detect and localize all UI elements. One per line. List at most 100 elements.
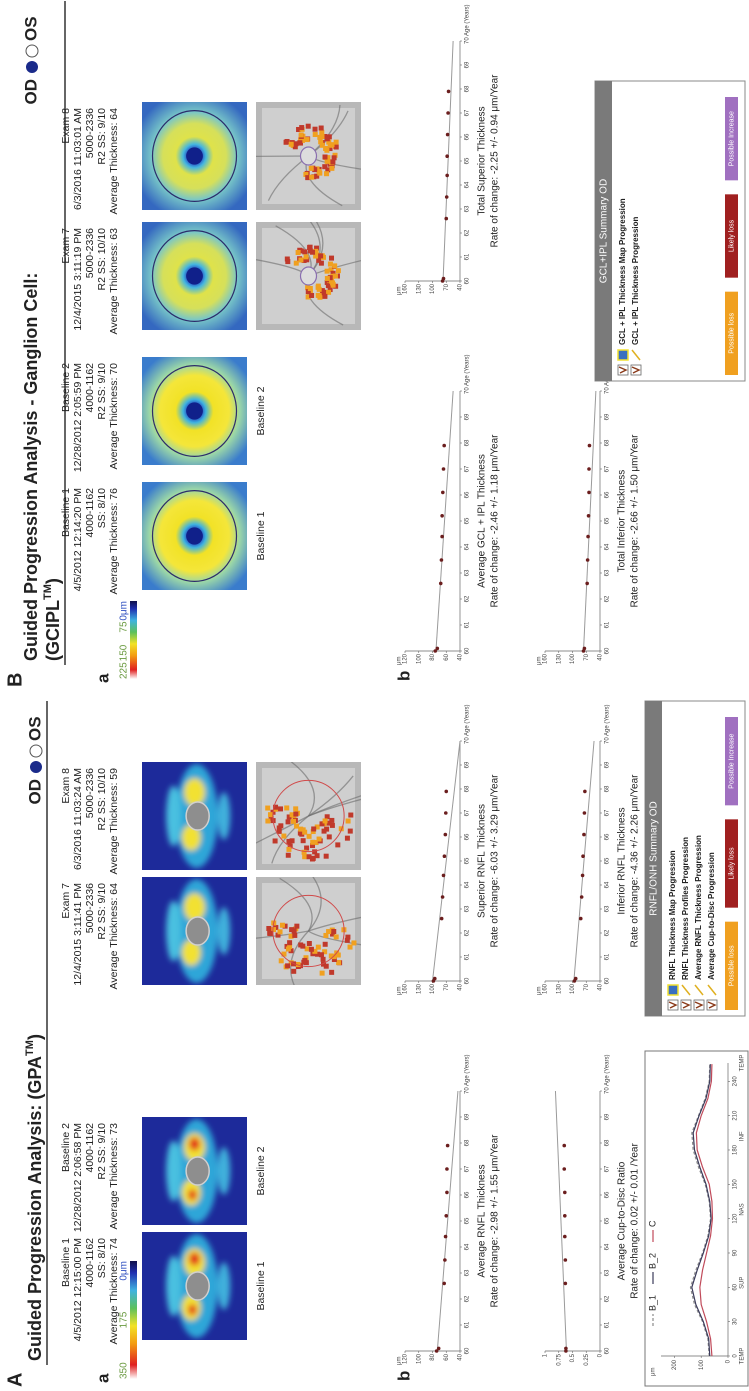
data-point xyxy=(440,514,444,518)
map-blob xyxy=(218,1147,231,1195)
summary-row: Average Cup-to-Disc Progression xyxy=(707,852,716,980)
x-tick-label: 66 xyxy=(465,133,471,140)
data-point xyxy=(443,1258,447,1262)
x-tick-label: 69 xyxy=(605,1113,611,1120)
image-caption: Baseline 2 xyxy=(255,386,267,435)
exam-info: SS: 8/10 xyxy=(96,488,108,528)
scale-label: 350 xyxy=(119,1362,130,1379)
plot-subtitle: Rate of change: -6.03 +/- 3.29 μm/Year xyxy=(490,774,501,948)
deviation-pixel xyxy=(310,840,315,845)
y-tick-label: 80 xyxy=(430,653,436,660)
y-tick-label: 40 xyxy=(598,983,604,990)
x-tick-label: 61 xyxy=(465,1321,471,1328)
x-tick-label: 70 Age (Years) xyxy=(605,1055,611,1094)
deviation-pixel xyxy=(348,945,353,950)
legend-label: Possible Increase xyxy=(728,111,735,166)
title-end: ) xyxy=(25,1034,45,1040)
y-tick-label: 40 xyxy=(598,653,604,660)
x-tick-label: 60 xyxy=(465,277,471,284)
x-tick-label: 70 Age (Years) xyxy=(465,1055,471,1094)
legend-label: Possible loss xyxy=(728,312,735,353)
y-tick-label: 130 xyxy=(416,283,422,294)
plot-subtitle: Rate of change: 0.02 +/- 0.01 /Year xyxy=(630,1143,641,1299)
data-point xyxy=(581,874,585,878)
title-text: Guided Progression Analysis: (GPA xyxy=(25,1056,45,1361)
exam-info: R2 SS: 9/10 xyxy=(96,883,108,940)
thickness-map xyxy=(142,1232,247,1340)
y-tick-label: 0.25 xyxy=(584,1353,590,1365)
deviation-pixel xyxy=(299,132,304,137)
x-tick-label: 64 xyxy=(605,543,611,550)
data-point xyxy=(445,154,449,158)
x-tick-label: 68 xyxy=(465,1139,471,1146)
exam-info: 4000-1162 xyxy=(84,488,96,538)
deviation-pixel xyxy=(320,971,325,976)
y-tick-label: 100 xyxy=(570,983,576,994)
x-tick-label: 67 xyxy=(605,1165,611,1172)
exam-info: 4000-1162 xyxy=(84,363,96,413)
y-tick-label: 130 xyxy=(416,983,422,994)
data-point xyxy=(587,514,591,518)
thickness-map xyxy=(142,482,247,590)
exam-info: 5000-2336 xyxy=(84,768,96,818)
deviation-pixel xyxy=(281,834,286,839)
deviation-pixel xyxy=(307,854,312,859)
deviation-pixel xyxy=(291,969,296,974)
thickness-map xyxy=(142,357,247,465)
deviation-pixel xyxy=(324,171,329,176)
y-tick-label: 160 xyxy=(403,983,409,994)
deviation-pixel xyxy=(313,127,318,132)
scale-label: 0μm xyxy=(119,601,130,621)
y-tick-label: 100 xyxy=(570,653,576,664)
data-point xyxy=(445,195,449,199)
x-tick-label: 60 xyxy=(465,977,471,984)
deviation-pixel xyxy=(279,958,284,963)
data-point xyxy=(443,854,447,858)
data-point xyxy=(579,917,583,921)
data-point xyxy=(433,977,437,981)
deviation-pixel xyxy=(311,826,316,831)
deviation-pixel xyxy=(317,171,322,176)
y-tick-label: 130 xyxy=(556,653,562,664)
summary-row: RNFL Thickness Profiles Progression xyxy=(681,837,690,980)
deviation-pixel xyxy=(309,166,314,171)
deviation-pixel xyxy=(302,854,307,859)
deviation-map xyxy=(255,760,366,870)
deviation-pixel xyxy=(317,293,322,298)
color-scale xyxy=(130,1261,137,1379)
deviation-pixel xyxy=(329,970,334,975)
deviation-pixel xyxy=(286,839,291,844)
y-tick-label: 100 xyxy=(430,283,436,294)
deviation-pixel xyxy=(325,269,330,274)
x-tick-label: 64 xyxy=(465,181,471,188)
x-tick-label: 61 xyxy=(605,621,611,628)
x-tick-label: 64 xyxy=(465,1243,471,1250)
data-point xyxy=(442,1282,446,1286)
deviation-pixel xyxy=(294,261,299,266)
deviation-pixel xyxy=(332,954,337,959)
deviation-pixel xyxy=(285,257,290,262)
deviation-pixel xyxy=(293,806,298,811)
deviation-pixel xyxy=(306,124,311,129)
row-icon xyxy=(618,350,628,360)
title-sup: TM xyxy=(24,1040,36,1056)
summary-row: GCL + IPL Thickness Progression xyxy=(631,216,640,345)
title-end: ) xyxy=(43,578,63,584)
deviation-pixel xyxy=(328,143,333,148)
data-point xyxy=(440,535,444,539)
legend-label: Likely loss xyxy=(728,847,735,880)
deviation-pixel xyxy=(298,827,303,832)
x-tick-label: 67 xyxy=(465,1165,471,1172)
deviation-pixel xyxy=(289,927,294,932)
x-tick-label: 63 xyxy=(465,569,471,576)
data-point xyxy=(583,790,587,794)
exam-info: Exam 7 xyxy=(60,883,72,919)
legend-label: B_1 xyxy=(647,1295,657,1311)
plot-title: Total Superior Thickness xyxy=(477,106,488,215)
data-point xyxy=(563,1235,567,1239)
data-point xyxy=(587,491,591,495)
image-caption: Baseline 1 xyxy=(255,1261,267,1310)
data-point xyxy=(445,1167,449,1171)
exam-info: 5000-2336 xyxy=(84,108,96,158)
deviation-pixel xyxy=(268,931,273,936)
